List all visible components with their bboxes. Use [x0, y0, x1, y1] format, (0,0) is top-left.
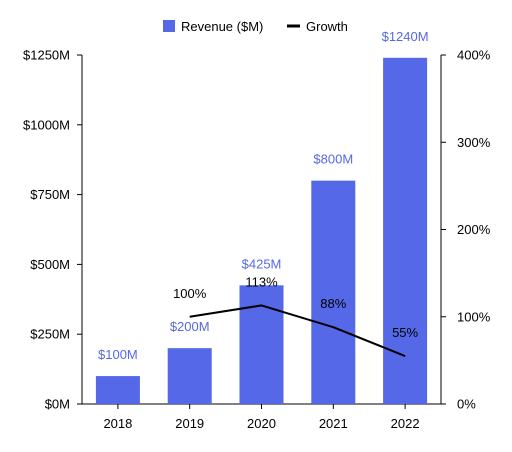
- revenue-bar: [167, 348, 212, 404]
- x-tick-label: 2020: [247, 416, 276, 431]
- right-tick-label: 100%: [457, 309, 491, 324]
- right-tick-label: 400%: [457, 48, 491, 63]
- left-y-axis: $0M $250M $500M $750M $1000M $1250M: [23, 48, 83, 412]
- revenue-bar: [311, 180, 356, 404]
- left-tick-label: $1250M: [23, 48, 70, 63]
- legend-swatch-revenue: [163, 20, 175, 32]
- revenue-bar-label: $100M: [98, 347, 138, 362]
- right-tick-label: 0%: [457, 397, 476, 412]
- revenue-bar: [383, 57, 428, 405]
- left-tick-label: $250M: [30, 327, 70, 342]
- revenue-bar: [239, 285, 284, 404]
- left-tick-label: $1000M: [23, 117, 70, 132]
- x-tick-label: 2018: [103, 416, 132, 431]
- growth-data-label: 100%: [173, 286, 207, 301]
- left-tick-label: $500M: [30, 257, 70, 272]
- legend-label-revenue: Revenue ($M): [181, 19, 263, 34]
- x-tick-label: 2022: [391, 416, 420, 431]
- growth-data-label: 55%: [392, 325, 418, 340]
- right-tick-label: 200%: [457, 222, 491, 237]
- revenue-bar-label: $200M: [170, 319, 210, 334]
- x-tick-label: 2021: [319, 416, 348, 431]
- legend: Revenue ($M) Growth: [163, 19, 348, 34]
- growth-line: [189, 304, 406, 357]
- revenue-bar-label: $1240M: [382, 29, 429, 44]
- growth-data-label: 88%: [320, 296, 346, 311]
- growth-series: 100% 113% 88% 55%: [173, 274, 419, 357]
- left-tick-label: $0M: [45, 397, 70, 412]
- revenue-bar-labels: $100M $200M $425M $800M $1240M: [98, 29, 429, 362]
- revenue-bar-label: $425M: [242, 256, 282, 271]
- x-tick-label: 2019: [175, 416, 204, 431]
- growth-data-label: 113%: [245, 274, 278, 289]
- right-tick-label: 300%: [457, 135, 491, 150]
- revenue-bars: [95, 57, 428, 405]
- revenue-bar-label: $800M: [313, 152, 353, 167]
- x-axis: 2018 2019 2020 2021 2022: [82, 403, 441, 431]
- left-tick-label: $750M: [30, 187, 70, 202]
- right-y-axis: 0% 100% 200% 300% 400%: [440, 48, 491, 412]
- revenue-bar: [95, 376, 140, 404]
- legend-label-growth: Growth: [306, 19, 348, 34]
